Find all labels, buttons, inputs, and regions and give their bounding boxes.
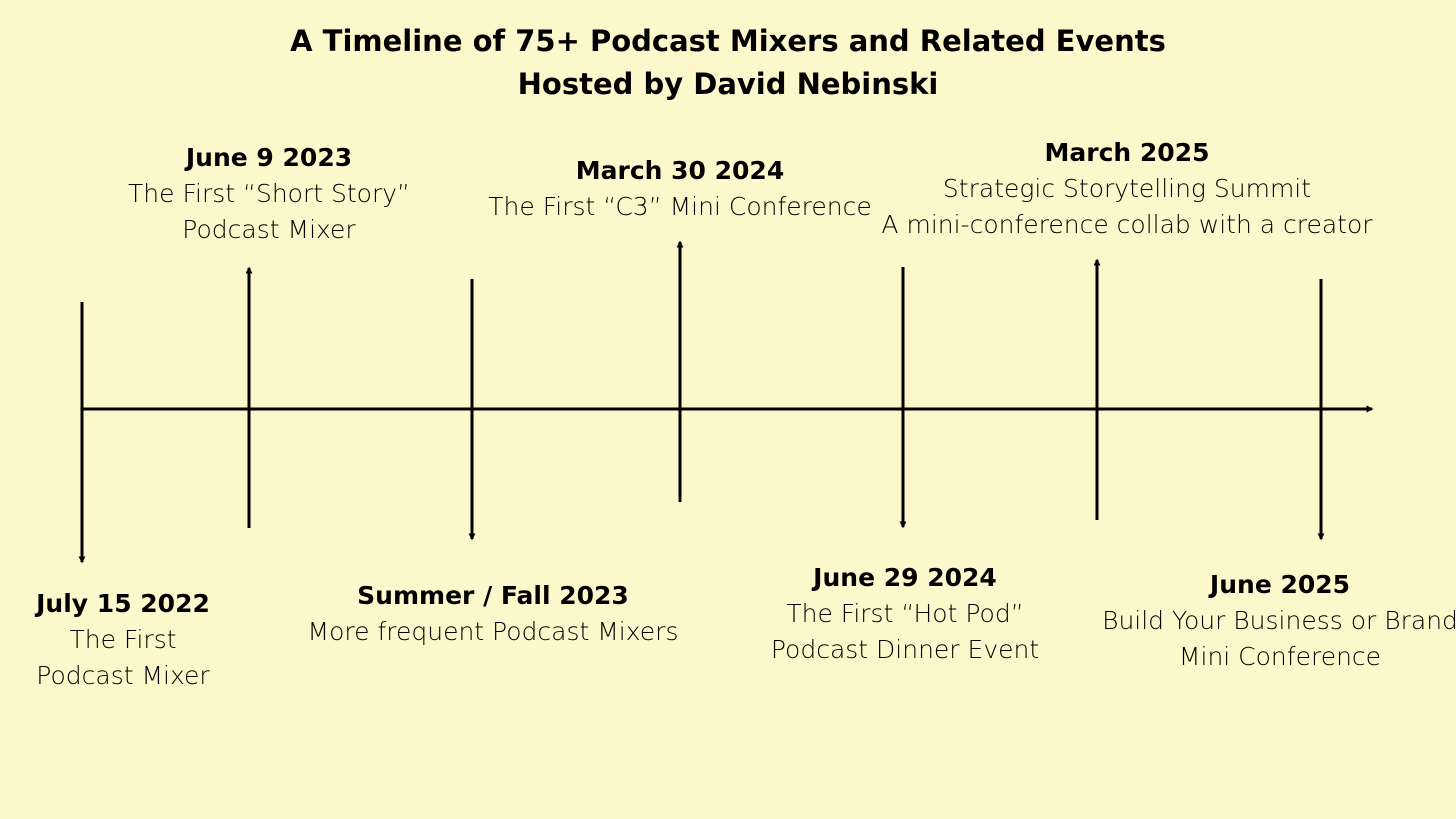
event-label-4: March 30 2024 The First “C3” Mini Confere… (488, 153, 871, 225)
event-description-line: Build Your Business or Brand (1102, 606, 1456, 635)
event-description-line: Strategic Storytelling Summit (942, 174, 1312, 203)
event-description-line: Podcast Mixer (36, 661, 210, 690)
event-description-line: The First (69, 625, 177, 654)
event-description-line: The First “C3” Mini Conference (488, 192, 872, 221)
diagram-title: A Timeline of 75+ Podcast Mixers and Rel… (0, 20, 1456, 106)
event-date: June 2025 (1209, 570, 1351, 599)
event-description-line: Mini Conference (1178, 642, 1382, 671)
event-label-7: June 2025 Build Your Business or Brand Min… (1102, 567, 1456, 675)
event-date: Summer / Fall 2023 (357, 581, 629, 610)
event-date: July 15 2022 (36, 589, 210, 618)
event-description-line: The First “Hot Pod” (786, 599, 1024, 628)
event-description-line: Podcast Dinner Event (770, 635, 1040, 664)
event-date: June 29 2024 (813, 563, 997, 592)
event-label-1: July 15 2022 The First Podcast Mixer (36, 586, 210, 694)
event-label-2: June 9 2023 The First “Short Story” Podcas… (128, 140, 410, 248)
event-label-6: March 2025 Strategic Storytelling Summit A… (881, 135, 1372, 243)
event-date: March 2025 (1044, 138, 1210, 167)
event-description-line: The First “Short Story” (128, 179, 410, 208)
title-line-1: A Timeline of 75+ Podcast Mixers and Rel… (290, 24, 1166, 58)
event-label-3: Summer / Fall 2023 More frequent Podcast … (308, 578, 679, 650)
event-description-line: A mini-conference collab with a creator (881, 210, 1373, 239)
event-date: March 30 2024 (575, 156, 785, 185)
event-description-line: Podcast Mixer (182, 215, 356, 244)
title-line-2: Hosted by David Nebinski (517, 67, 939, 101)
event-markers (78, 240, 1325, 564)
event-label-5: June 29 2024 The First “Hot Pod” Podcast D… (771, 560, 1039, 668)
event-description-line: More frequent Podcast Mixers (307, 617, 679, 646)
event-date: June 9 2023 (185, 143, 353, 172)
